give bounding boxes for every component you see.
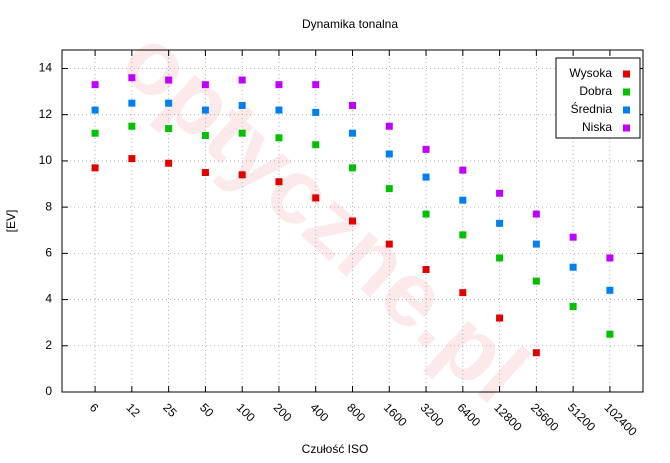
x-tick-label: 50 bbox=[197, 400, 217, 420]
point bbox=[128, 155, 136, 163]
point bbox=[569, 263, 577, 271]
point bbox=[128, 122, 136, 130]
point bbox=[459, 231, 467, 239]
point bbox=[422, 173, 430, 181]
point bbox=[91, 129, 99, 137]
legend-label: Wysoka bbox=[569, 66, 612, 80]
x-tick-label: 25 bbox=[160, 400, 180, 420]
chart-title: Dynamika tonalna bbox=[302, 17, 398, 31]
point bbox=[201, 81, 209, 89]
point bbox=[312, 81, 320, 89]
point bbox=[165, 99, 173, 107]
point bbox=[422, 266, 430, 274]
legend-label: Średnia bbox=[571, 101, 613, 116]
point bbox=[312, 194, 320, 202]
x-tick-label: 6 bbox=[87, 400, 102, 415]
x-tick-label: 3200 bbox=[418, 400, 447, 429]
point bbox=[459, 196, 467, 204]
point bbox=[201, 132, 209, 139]
point bbox=[128, 74, 136, 82]
point bbox=[238, 76, 246, 84]
point bbox=[349, 129, 356, 137]
x-tick-label: 1600 bbox=[381, 400, 410, 429]
plot-frame bbox=[61, 49, 644, 393]
point bbox=[385, 122, 393, 130]
x-tick-label: 102400 bbox=[602, 400, 640, 438]
point bbox=[459, 166, 467, 174]
point bbox=[496, 254, 504, 262]
point bbox=[532, 349, 540, 357]
point bbox=[275, 134, 283, 142]
point bbox=[128, 99, 136, 107]
point bbox=[606, 286, 614, 294]
point bbox=[349, 217, 356, 225]
point bbox=[532, 277, 540, 285]
point bbox=[238, 129, 246, 137]
x-tick-label: 25600 bbox=[528, 400, 562, 434]
y-tick-label: 14 bbox=[39, 61, 53, 75]
point bbox=[422, 145, 430, 153]
point bbox=[275, 178, 283, 186]
x-tick-label: 100 bbox=[234, 400, 258, 424]
point bbox=[459, 289, 467, 297]
point bbox=[275, 81, 283, 89]
point bbox=[165, 76, 173, 84]
x-tick-label: 51200 bbox=[565, 400, 599, 434]
point bbox=[422, 210, 430, 218]
legend-label: Dobra bbox=[579, 84, 612, 98]
point bbox=[496, 189, 504, 197]
legend-marker bbox=[623, 124, 630, 132]
point bbox=[165, 159, 173, 167]
point bbox=[606, 330, 614, 338]
point bbox=[91, 164, 99, 172]
y-tick-label: 8 bbox=[45, 199, 52, 213]
x-tick-label: 400 bbox=[307, 400, 331, 424]
point bbox=[312, 108, 320, 116]
x-axis-label: Czułość ISO bbox=[302, 442, 369, 456]
point bbox=[569, 233, 577, 241]
point bbox=[91, 106, 99, 114]
x-tick-label: 12 bbox=[124, 400, 144, 420]
point bbox=[496, 219, 504, 227]
point bbox=[606, 254, 614, 262]
legend-marker bbox=[623, 88, 630, 96]
point bbox=[569, 303, 577, 310]
y-tick-label: 4 bbox=[45, 292, 52, 306]
point bbox=[275, 106, 283, 114]
point bbox=[532, 210, 540, 218]
point bbox=[349, 101, 356, 109]
point bbox=[385, 240, 393, 248]
legend-label: Niska bbox=[582, 120, 612, 134]
y-tick-label: 10 bbox=[39, 153, 53, 167]
y-tick-label: 6 bbox=[45, 246, 52, 260]
point bbox=[385, 185, 393, 193]
point bbox=[385, 150, 393, 158]
point bbox=[496, 314, 504, 322]
point bbox=[91, 81, 99, 89]
point bbox=[532, 240, 540, 248]
x-tick-label: 200 bbox=[271, 400, 295, 424]
y-tick-label: 0 bbox=[45, 384, 52, 398]
point bbox=[201, 106, 209, 114]
x-tick-label: 12800 bbox=[491, 400, 525, 434]
watermark: optyczne.pl bbox=[102, 8, 546, 422]
point bbox=[349, 164, 356, 172]
point bbox=[238, 101, 246, 109]
point bbox=[165, 125, 173, 133]
point bbox=[238, 171, 246, 179]
legend-marker bbox=[623, 106, 630, 114]
y-tick-label: 2 bbox=[45, 338, 52, 352]
y-axis-label: [EV] bbox=[4, 210, 18, 233]
point bbox=[201, 168, 209, 176]
point bbox=[312, 141, 320, 149]
y-tick-label: 12 bbox=[39, 107, 53, 121]
legend: Wysoka Dobra Średnia Niska bbox=[555, 57, 641, 139]
legend-marker bbox=[623, 70, 630, 78]
x-tick-label: 800 bbox=[344, 400, 368, 424]
